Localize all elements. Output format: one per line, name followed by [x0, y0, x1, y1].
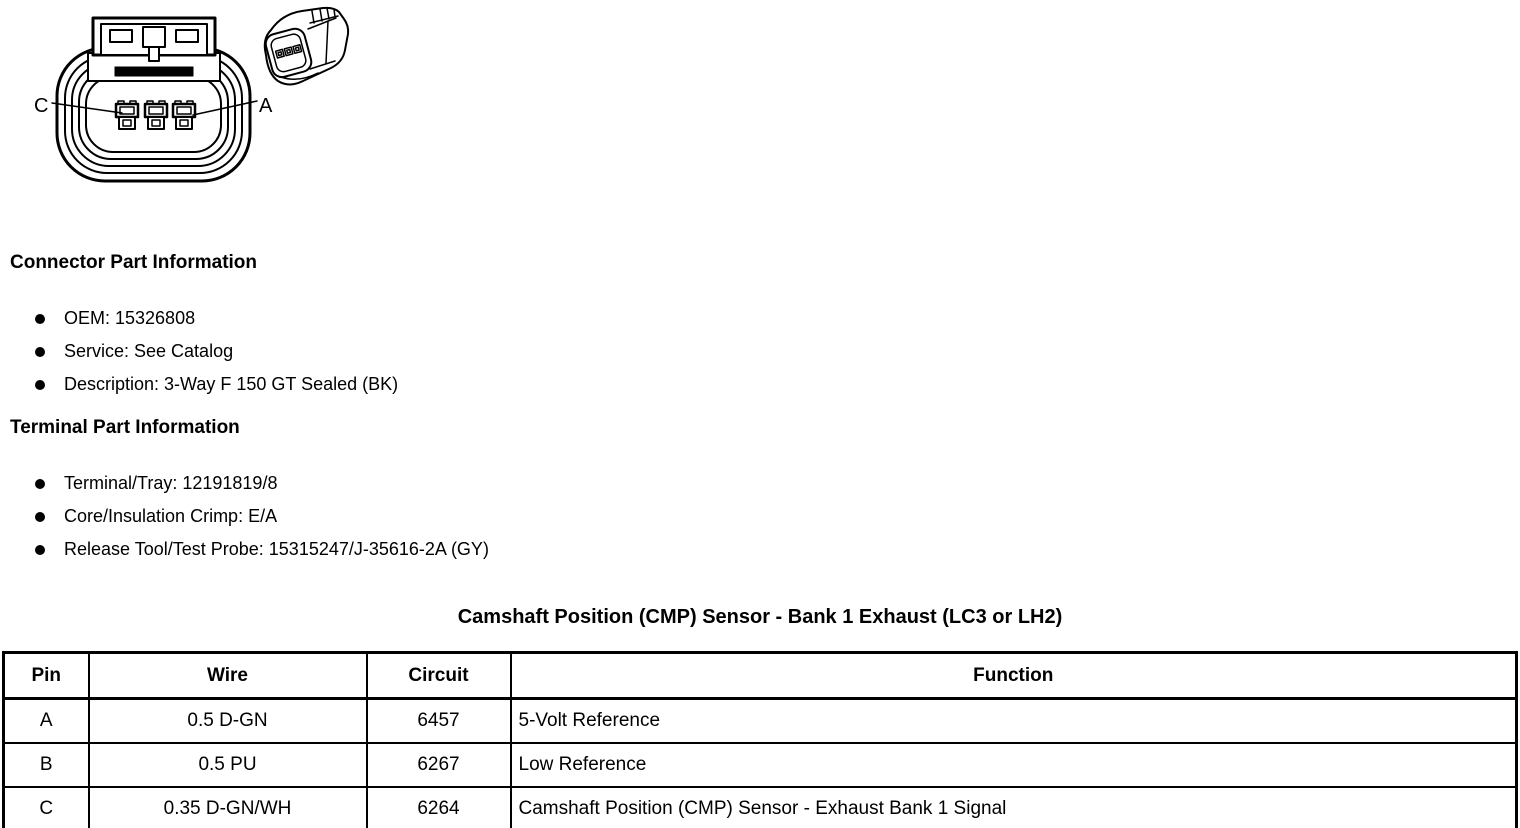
connector-diagram: C A: [34, 3, 360, 198]
function-cell: 5-Volt Reference: [509, 697, 1518, 744]
pin-a-label: A: [259, 95, 273, 117]
pin-cell: C: [2, 786, 90, 828]
latch-ridges: [310, 8, 338, 23]
wire-cell: 0.35 D-GN/WH: [87, 786, 368, 828]
pinout-table: Pin Wire Circuit Function A 0.5 D-GN 645…: [2, 651, 1518, 828]
circuit-cell: 6457: [365, 697, 512, 744]
pin-b: [145, 101, 167, 129]
list-item-crimp: Core/Insulation Crimp: E/A: [0, 500, 1520, 533]
callout-leaders: [52, 101, 257, 115]
pin-a: [173, 101, 195, 129]
list-item-release-tool: Release Tool/Test Probe: 15315247/J-3561…: [0, 533, 1520, 566]
table-row-pin-a: A 0.5 D-GN 6457 5-Volt Reference: [2, 697, 1518, 744]
wire-cell: 0.5 D-GN: [87, 697, 368, 744]
table-row-pin-c: C 0.35 D-GN/WH 6264 Camshaft Position (C…: [2, 786, 1518, 828]
front-view: C A: [34, 18, 273, 181]
list-item-terminal-tray: Terminal/Tray: 12191819/8: [0, 467, 1520, 500]
face-pin-slots: [276, 45, 302, 58]
pin-cell: B: [2, 742, 90, 788]
circuit-cell: 6267: [365, 742, 512, 788]
pin-c: [116, 101, 138, 129]
body-edges: [281, 18, 336, 79]
table-row-pin-b: B 0.5 PU 6267 Low Reference: [2, 742, 1518, 788]
column-header-wire: Wire: [87, 651, 368, 700]
list-item-description: Description: 3-Way F 150 GT Sealed (BK): [0, 368, 1520, 401]
terminal-part-info-list: Terminal/Tray: 12191819/8 Core/Insulatio…: [0, 467, 1520, 566]
wire-cell: 0.5 PU: [87, 742, 368, 788]
mating-face: [264, 27, 314, 80]
list-item-service: Service: See Catalog: [0, 335, 1520, 368]
column-header-function: Function: [509, 651, 1518, 700]
pin-cell: A: [2, 697, 90, 744]
header-row: Pin Wire Circuit Function: [2, 651, 1518, 700]
list-item-oem: OEM: 15326808: [0, 302, 1520, 335]
connector-part-info-heading: Connector Part Information: [10, 252, 258, 273]
column-header-pin: Pin: [2, 651, 90, 700]
perspective-view: [264, 8, 349, 85]
circuit-cell: 6264: [365, 786, 512, 828]
connector-part-info-list: OEM: 15326808 Service: See Catalog Descr…: [0, 302, 1520, 401]
table-title: Camshaft Position (CMP) Sensor - Bank 1 …: [457, 606, 1063, 628]
latch-tower: [88, 18, 220, 81]
pin-c-label: C: [34, 95, 48, 117]
function-cell: Low Reference: [509, 742, 1518, 788]
terminal-pins: [116, 101, 195, 129]
column-header-circuit: Circuit: [365, 651, 512, 700]
function-cell: Camshaft Position (CMP) Sensor - Exhaust…: [509, 786, 1518, 828]
terminal-part-info-heading: Terminal Part Information: [10, 417, 240, 438]
